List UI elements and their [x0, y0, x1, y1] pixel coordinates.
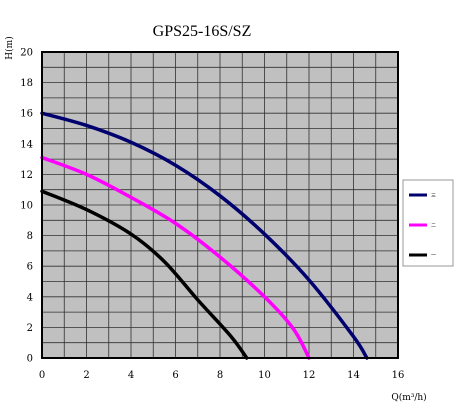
y-tick-label: 10: [20, 201, 33, 212]
x-tick-label: 8: [217, 370, 223, 381]
x-tick-label: 2: [83, 370, 89, 381]
x-tick-label: 0: [39, 370, 45, 381]
y-tick-label: 12: [20, 170, 33, 181]
y-tick-label: 8: [27, 231, 33, 242]
x-tick-label: 4: [128, 370, 134, 381]
y-tick-label: 20: [20, 48, 33, 59]
legend-label-1: 三: [431, 193, 436, 199]
x-axis-title: Q(m³/h): [391, 392, 426, 403]
y-tick-label: 2: [27, 323, 33, 334]
series-lines: [40, 111, 369, 360]
x-tick-label: 6: [172, 370, 178, 381]
series-line-2: [40, 155, 311, 360]
series-line-3: [40, 189, 249, 360]
y-tick-label: 14: [20, 139, 33, 150]
y-tick-label: 0: [27, 354, 33, 365]
x-tick-label: 10: [258, 370, 271, 381]
plot-frame: [41, 51, 399, 359]
legend-label-3: 一: [431, 253, 436, 259]
x-tick-label: 14: [347, 370, 360, 381]
series-line-1: [40, 111, 369, 360]
y-tick-label: 16: [20, 109, 33, 120]
y-axis-title: H(m): [4, 36, 15, 59]
x-tick-label: 12: [303, 370, 316, 381]
y-tick-labels: 0 2 4 6 8 10 12 14 16 18 20: [20, 48, 33, 365]
y-tick-label: 18: [20, 78, 33, 89]
x-tick-labels: 0 2 4 6 8 10 12 14 16: [39, 370, 405, 381]
legend-box: [402, 179, 454, 267]
chart-title: GPS25-16S/SZ: [153, 23, 252, 40]
legend: 三二一: [402, 179, 454, 267]
y-tick-label: 4: [27, 292, 33, 303]
legend-label-2: 二: [431, 223, 436, 229]
grid-lines: [42, 52, 398, 358]
y-tick-label: 6: [27, 262, 33, 273]
x-tick-label: 16: [392, 370, 405, 381]
